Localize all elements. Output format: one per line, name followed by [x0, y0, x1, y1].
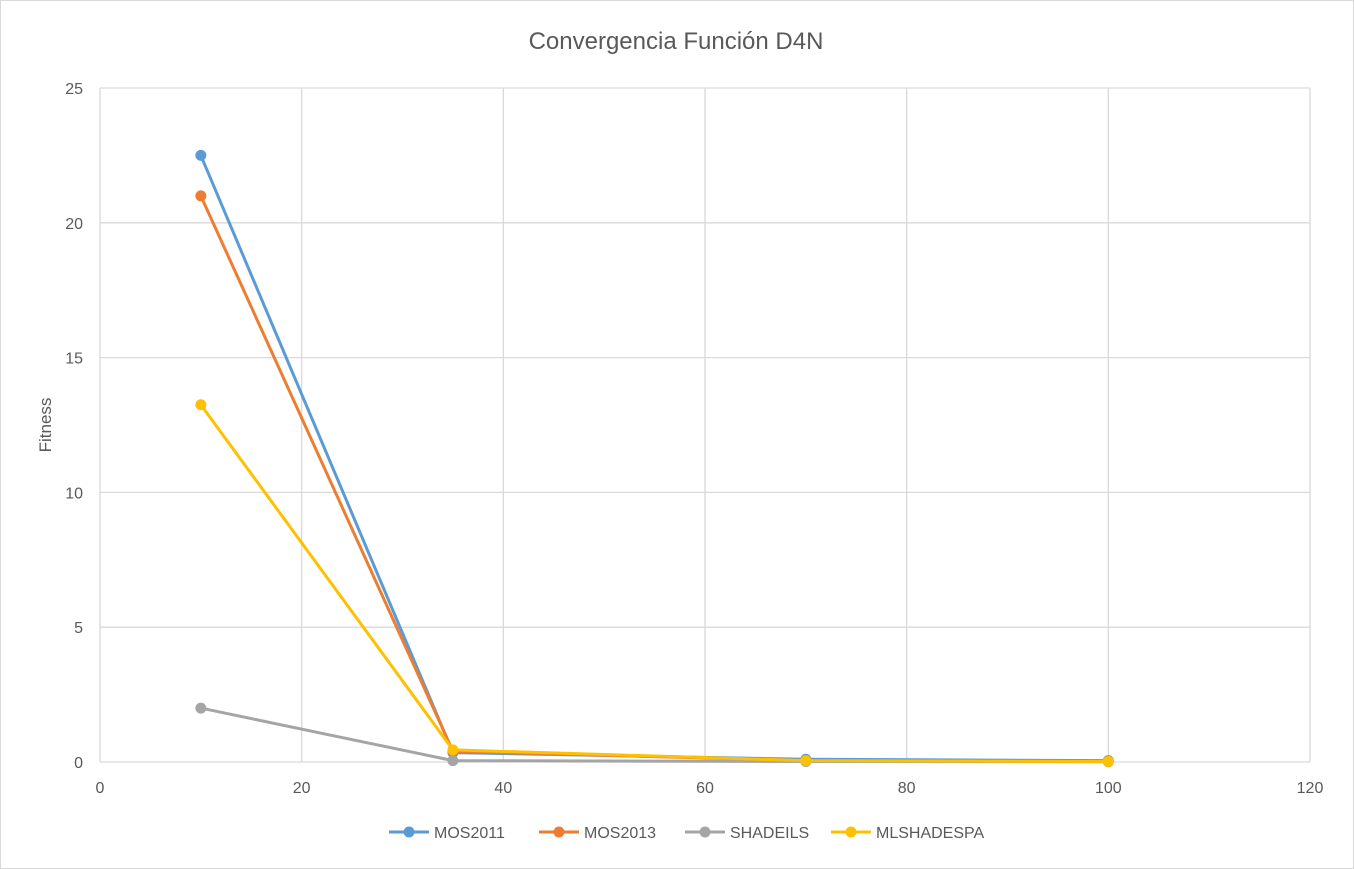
- legend-swatch-marker: [553, 826, 565, 838]
- data-point: [195, 149, 207, 161]
- data-point: [1102, 755, 1114, 767]
- legend-swatch-marker: [845, 826, 857, 838]
- legend-item: MOS2011: [389, 825, 505, 842]
- x-tick-labels: 0 20 40 60 80 100 120: [96, 780, 1324, 797]
- y-tick-labels: 0 5 10 15 20 25: [65, 81, 83, 772]
- legend-swatch-marker: [403, 826, 415, 838]
- x-tick-label: 40: [494, 780, 512, 797]
- y-tick-label: 20: [65, 216, 83, 233]
- data-point: [447, 744, 459, 756]
- legend: MOS2011 MOS2013 SHADEILS MLSHADESPA: [389, 825, 985, 842]
- x-tick-label: 0: [96, 780, 105, 797]
- y-tick-label: 15: [65, 351, 83, 368]
- x-tick-label: 20: [293, 780, 311, 797]
- series-line: [199, 154, 1109, 763]
- chart-title: Convergencia Función D4N: [529, 28, 824, 55]
- legend-label: SHADEILS: [730, 825, 809, 842]
- series-mos2013: [195, 190, 1114, 767]
- series-mos2011: [195, 149, 1114, 767]
- legend-swatch-marker: [699, 826, 711, 838]
- legend-label: MOS2011: [434, 825, 505, 842]
- y-tick-label: 10: [65, 485, 83, 502]
- y-tick-label: 5: [74, 620, 83, 637]
- legend-label: MLSHADESPA: [876, 825, 985, 842]
- y-axis-label: Fitness: [36, 398, 55, 453]
- data-point: [800, 755, 812, 767]
- legend-item: MOS2013: [539, 825, 656, 842]
- y-tick-label: 0: [74, 755, 83, 772]
- x-tick-label: 80: [898, 780, 916, 797]
- data-point: [195, 702, 207, 714]
- legend-item: SHADEILS: [685, 825, 809, 842]
- x-tick-label: 120: [1297, 780, 1324, 797]
- series-line: [199, 403, 1109, 763]
- x-tick-label: 60: [696, 780, 714, 797]
- legend-item: MLSHADESPA: [831, 825, 985, 842]
- data-point: [195, 190, 207, 202]
- data-point: [195, 399, 207, 411]
- series-mlshadespa: [195, 399, 1114, 767]
- series-line: [200, 706, 1109, 764]
- legend-label: MOS2013: [584, 825, 656, 842]
- y-tick-label: 25: [65, 81, 83, 98]
- series-group: [195, 149, 1114, 768]
- data-point: [447, 755, 459, 767]
- grid: [99, 87, 1311, 763]
- x-tick-label: 100: [1095, 780, 1122, 797]
